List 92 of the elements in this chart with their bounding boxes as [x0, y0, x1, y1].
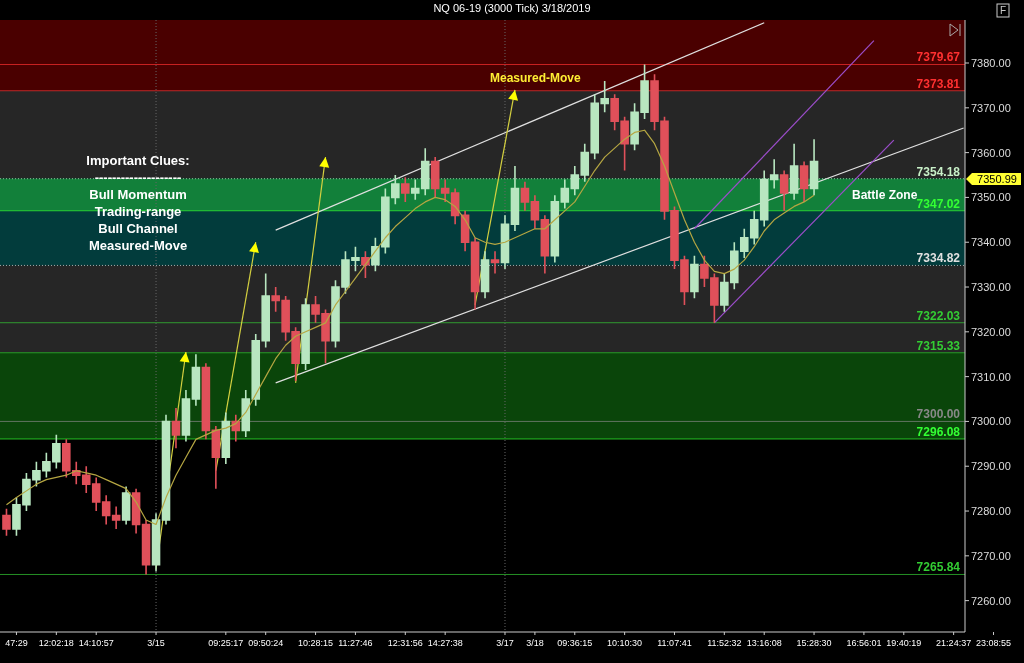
candlestick: [171, 407, 181, 450]
candlestick: [809, 138, 819, 196]
x-tick-label: 15:28:30: [796, 638, 832, 648]
annotation: --------------------: [94, 170, 182, 185]
y-tick-label: 7260.00: [971, 594, 1011, 607]
y-tick-label: 7300.00: [971, 415, 1011, 428]
candlestick: [430, 156, 440, 199]
y-tick-label: 7330.00: [971, 281, 1011, 294]
y-tick-label: 7360.00: [971, 146, 1011, 159]
candlestick: [121, 485, 131, 526]
x-tick-label: 19:40:19: [886, 638, 922, 648]
ref-line-label: 7265.84: [916, 560, 961, 575]
x-tick-label: 16:56:01: [846, 638, 882, 648]
ref-line-label: 7322.03: [916, 308, 961, 323]
y-tick-label: 7310.00: [971, 370, 1011, 383]
candlestick: [440, 178, 450, 203]
x-tick-label: 12:31:56: [387, 638, 423, 648]
x-tick-label: 12:02:18: [38, 638, 74, 648]
candlestick: [789, 142, 799, 201]
x-tick-label: 09:50:24: [248, 638, 284, 648]
candlestick: [371, 236, 380, 273]
band-label: Battle Zone: [852, 187, 918, 202]
candlestick: [181, 389, 191, 443]
x-tick-label: 21:24:37: [936, 638, 972, 648]
x-tick-label: 14:10:57: [78, 638, 114, 648]
text: F: [999, 5, 1007, 16]
candlestick: [520, 180, 530, 212]
candlestick: [400, 176, 410, 203]
ref-line-label: 7300.00: [916, 407, 961, 422]
x-tick-label: 09:36:15: [557, 638, 593, 648]
y-tick-label: 7340.00: [971, 236, 1011, 249]
x-tick-label: 11:27:46: [338, 638, 373, 648]
annotation: Bull Channel: [98, 221, 178, 236]
candlestick: [690, 254, 699, 300]
y-tick-label: 7280.00: [971, 505, 1011, 518]
x-tick-label: 3/17: [496, 638, 514, 648]
candlestick: [221, 411, 231, 465]
candlestick: [111, 505, 121, 530]
candlestick: [201, 362, 211, 441]
annotation: 7350.99: [977, 173, 1017, 185]
chart-title: NQ 06-19 (3000 Tick) 3/18/2019: [433, 2, 591, 14]
candlestick: [2, 507, 11, 537]
x-tick-label: 11:07:41: [657, 638, 692, 648]
candlestick: [540, 214, 550, 275]
y-tick-label: 7380.00: [971, 57, 1011, 70]
candlestick: [490, 250, 500, 275]
candlestick: [301, 297, 310, 371]
candlestick: [191, 353, 201, 407]
y-tick-label: 7270.00: [971, 549, 1011, 562]
candlestick: [470, 236, 480, 311]
x-tick-label: 3/15: [147, 638, 165, 648]
candlestick: [510, 165, 520, 232]
ref-line-label: 7373.81: [916, 76, 961, 91]
annotation: Trading-range: [94, 204, 182, 219]
x-tick-label: 3/18: [526, 638, 544, 648]
annotation: Measured-Move: [490, 71, 582, 85]
candlestick: [500, 214, 510, 270]
ref-line-label: 7347.02: [916, 196, 961, 211]
x-tick-label: 13:16:08: [746, 638, 782, 648]
x-tick-label: 09:25:17: [208, 638, 244, 648]
candlestick: [550, 194, 560, 264]
y-tick-label: 7370.00: [971, 101, 1011, 114]
x-tick-label: 47:29: [5, 638, 28, 648]
candlestick: [141, 519, 151, 576]
line-series: [5, 129, 815, 526]
ref-line-label: 7296.08: [916, 424, 961, 439]
candlestick: [480, 250, 490, 300]
y-tick-label: 7290.00: [971, 460, 1011, 473]
x-tick-label: 10:28:15: [298, 638, 334, 648]
y-tick-label: 7320.00: [971, 325, 1011, 338]
candlestick: [151, 512, 161, 573]
candlestick: [161, 413, 171, 526]
annotation: Measured-Move: [88, 238, 188, 253]
ref-line-label: 7379.67: [916, 50, 961, 65]
ref-line-label: 7315.33: [916, 338, 961, 353]
ref-line-label: 7334.82: [916, 251, 961, 266]
candlestick: [131, 487, 141, 535]
x-tick-label: 10:10:30: [607, 638, 643, 648]
candlestick: [769, 158, 779, 190]
candlestick: [211, 425, 221, 490]
candlestick: [460, 210, 470, 252]
candlestick: [799, 160, 809, 203]
ref-line-label: 7354.18: [916, 164, 961, 179]
x-tick-label: 23:08:55: [976, 638, 1012, 648]
y-tick-label: 7350.00: [971, 191, 1011, 204]
x-tick-label: 11:52:32: [707, 638, 742, 648]
annotation: Important Clues:: [86, 153, 190, 168]
candlestick: [530, 194, 540, 230]
x-tick-label: 14:27:38: [427, 638, 463, 648]
candlestick: [450, 187, 460, 226]
candlestick: [779, 169, 789, 212]
annotation: Bull Momentum: [89, 187, 187, 202]
